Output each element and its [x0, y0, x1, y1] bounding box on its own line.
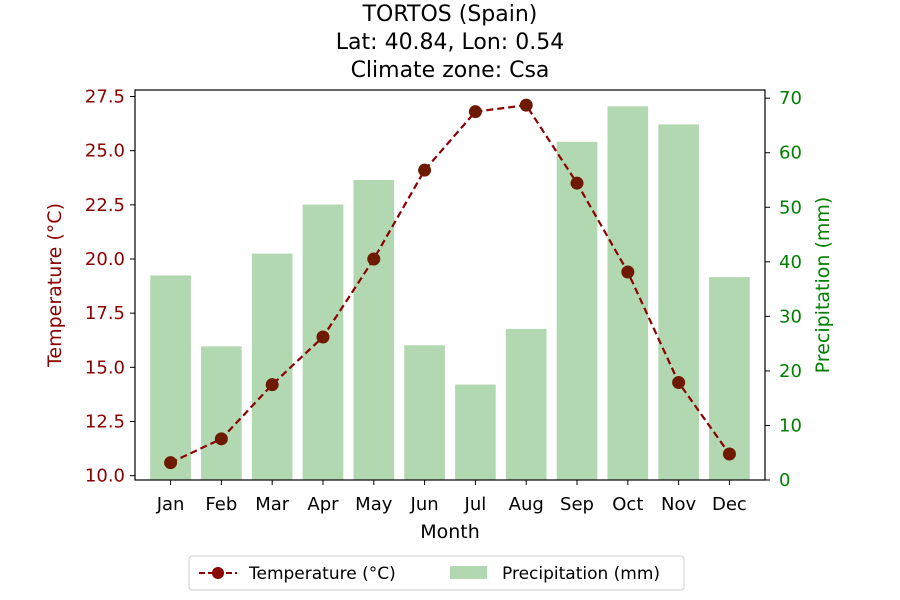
legend-precipitation-swatch-icon [450, 566, 487, 579]
temperature-point-dec [722, 447, 736, 461]
x-tick-label: Oct [612, 494, 643, 515]
left-y-axis-label: Temperature (°C) [44, 203, 66, 368]
x-axis-label: Month [420, 521, 480, 543]
legend-temperature-marker-icon [212, 567, 224, 579]
left-y-tick-label: 27.5 [85, 87, 125, 108]
x-tick-label: Feb [205, 494, 237, 515]
precipitation-bar-dec [709, 277, 750, 480]
legend: Temperature (°C) Precipitation (mm) [188, 555, 685, 591]
precipitation-bar-jul [455, 384, 496, 480]
temperature-point-jul [468, 105, 482, 119]
left-y-tick-label: 22.5 [85, 195, 125, 216]
x-axis-ticks: Jan Feb Mar Apr May Jun Jul Aug Sep Oct Nov Dec [156, 480, 747, 515]
temperature-point-nov [672, 376, 686, 389]
right-y-tick-label: 50 [779, 197, 802, 218]
precipitation-bar-nov [658, 124, 699, 480]
precipitation-bar-may [353, 180, 395, 480]
x-tick-label: Aug [509, 494, 544, 515]
left-y-tick-label: 15.0 [85, 357, 125, 378]
x-tick-label: Dec [712, 494, 747, 515]
left-y-tick-label: 20.0 [85, 249, 125, 270]
x-tick-label: Jul [464, 494, 487, 515]
precipitation-bar-jan [150, 275, 191, 480]
right-y-tick-label: 30 [779, 306, 802, 327]
temperature-point-jan [164, 456, 178, 470]
x-tick-label: May [355, 494, 393, 515]
temperature-line [164, 98, 736, 470]
x-tick-label: Sep [560, 494, 594, 515]
chart-title-line-3: Climate zone: Csa [351, 58, 550, 83]
x-tick-label: Jun [410, 494, 439, 515]
legend-box [188, 555, 685, 591]
right-y-tick-label: 10 [779, 415, 802, 436]
temperature-point-mar [265, 378, 279, 392]
x-tick-label: Apr [307, 494, 339, 515]
temperature-point-may [367, 252, 381, 266]
precipitation-bar-aug [505, 328, 547, 480]
temperature-point-feb [214, 432, 228, 446]
temperature-point-aug [519, 98, 533, 112]
plot-area-frame [134, 89, 766, 481]
precipitation-bar-sep [556, 141, 598, 480]
temperature-point-jun [418, 163, 432, 177]
x-tick-label: Jan [156, 494, 185, 515]
temperature-point-apr [316, 330, 330, 344]
precipitation-bar-jun [404, 345, 445, 480]
left-y-tick-label: 12.5 [85, 412, 125, 433]
right-y-axis-label: Precipitation (mm) [812, 197, 834, 374]
temperature-point-oct [621, 265, 635, 279]
chart-title-line-1: TORTOS (Spain) [362, 2, 538, 27]
right-y-tick-label: 60 [779, 143, 802, 164]
temperature-series-line [170, 103, 731, 464]
left-y-tick-label: 17.5 [85, 303, 125, 324]
right-y-axis-ticks: 0 10 20 30 40 50 60 70 [765, 88, 802, 491]
precipitation-bar-oct [607, 106, 649, 480]
right-y-tick-label: 0 [779, 470, 790, 491]
precipitation-bar-mar [251, 253, 293, 480]
temperature-point-sep [570, 176, 584, 190]
x-tick-label: Mar [255, 494, 290, 515]
right-y-tick-label: 20 [779, 361, 802, 382]
right-y-tick-label: 70 [779, 88, 802, 109]
chart-title-line-2: Lat: 40.84, Lon: 0.54 [336, 30, 564, 55]
precipitation-bars [150, 106, 750, 480]
precipitation-bar-feb [201, 346, 242, 480]
left-y-tick-label: 25.0 [85, 141, 125, 162]
x-tick-label: Nov [661, 494, 696, 515]
left-y-tick-label: 10.0 [85, 466, 125, 487]
legend-temperature-label: Temperature (°C) [248, 564, 396, 584]
right-y-tick-label: 40 [779, 252, 802, 273]
left-y-axis-ticks: 10.0 12.5 15.0 17.5 20.0 22.5 25.0 27.5 [85, 87, 135, 487]
legend-precipitation-label: Precipitation (mm) [502, 564, 660, 584]
